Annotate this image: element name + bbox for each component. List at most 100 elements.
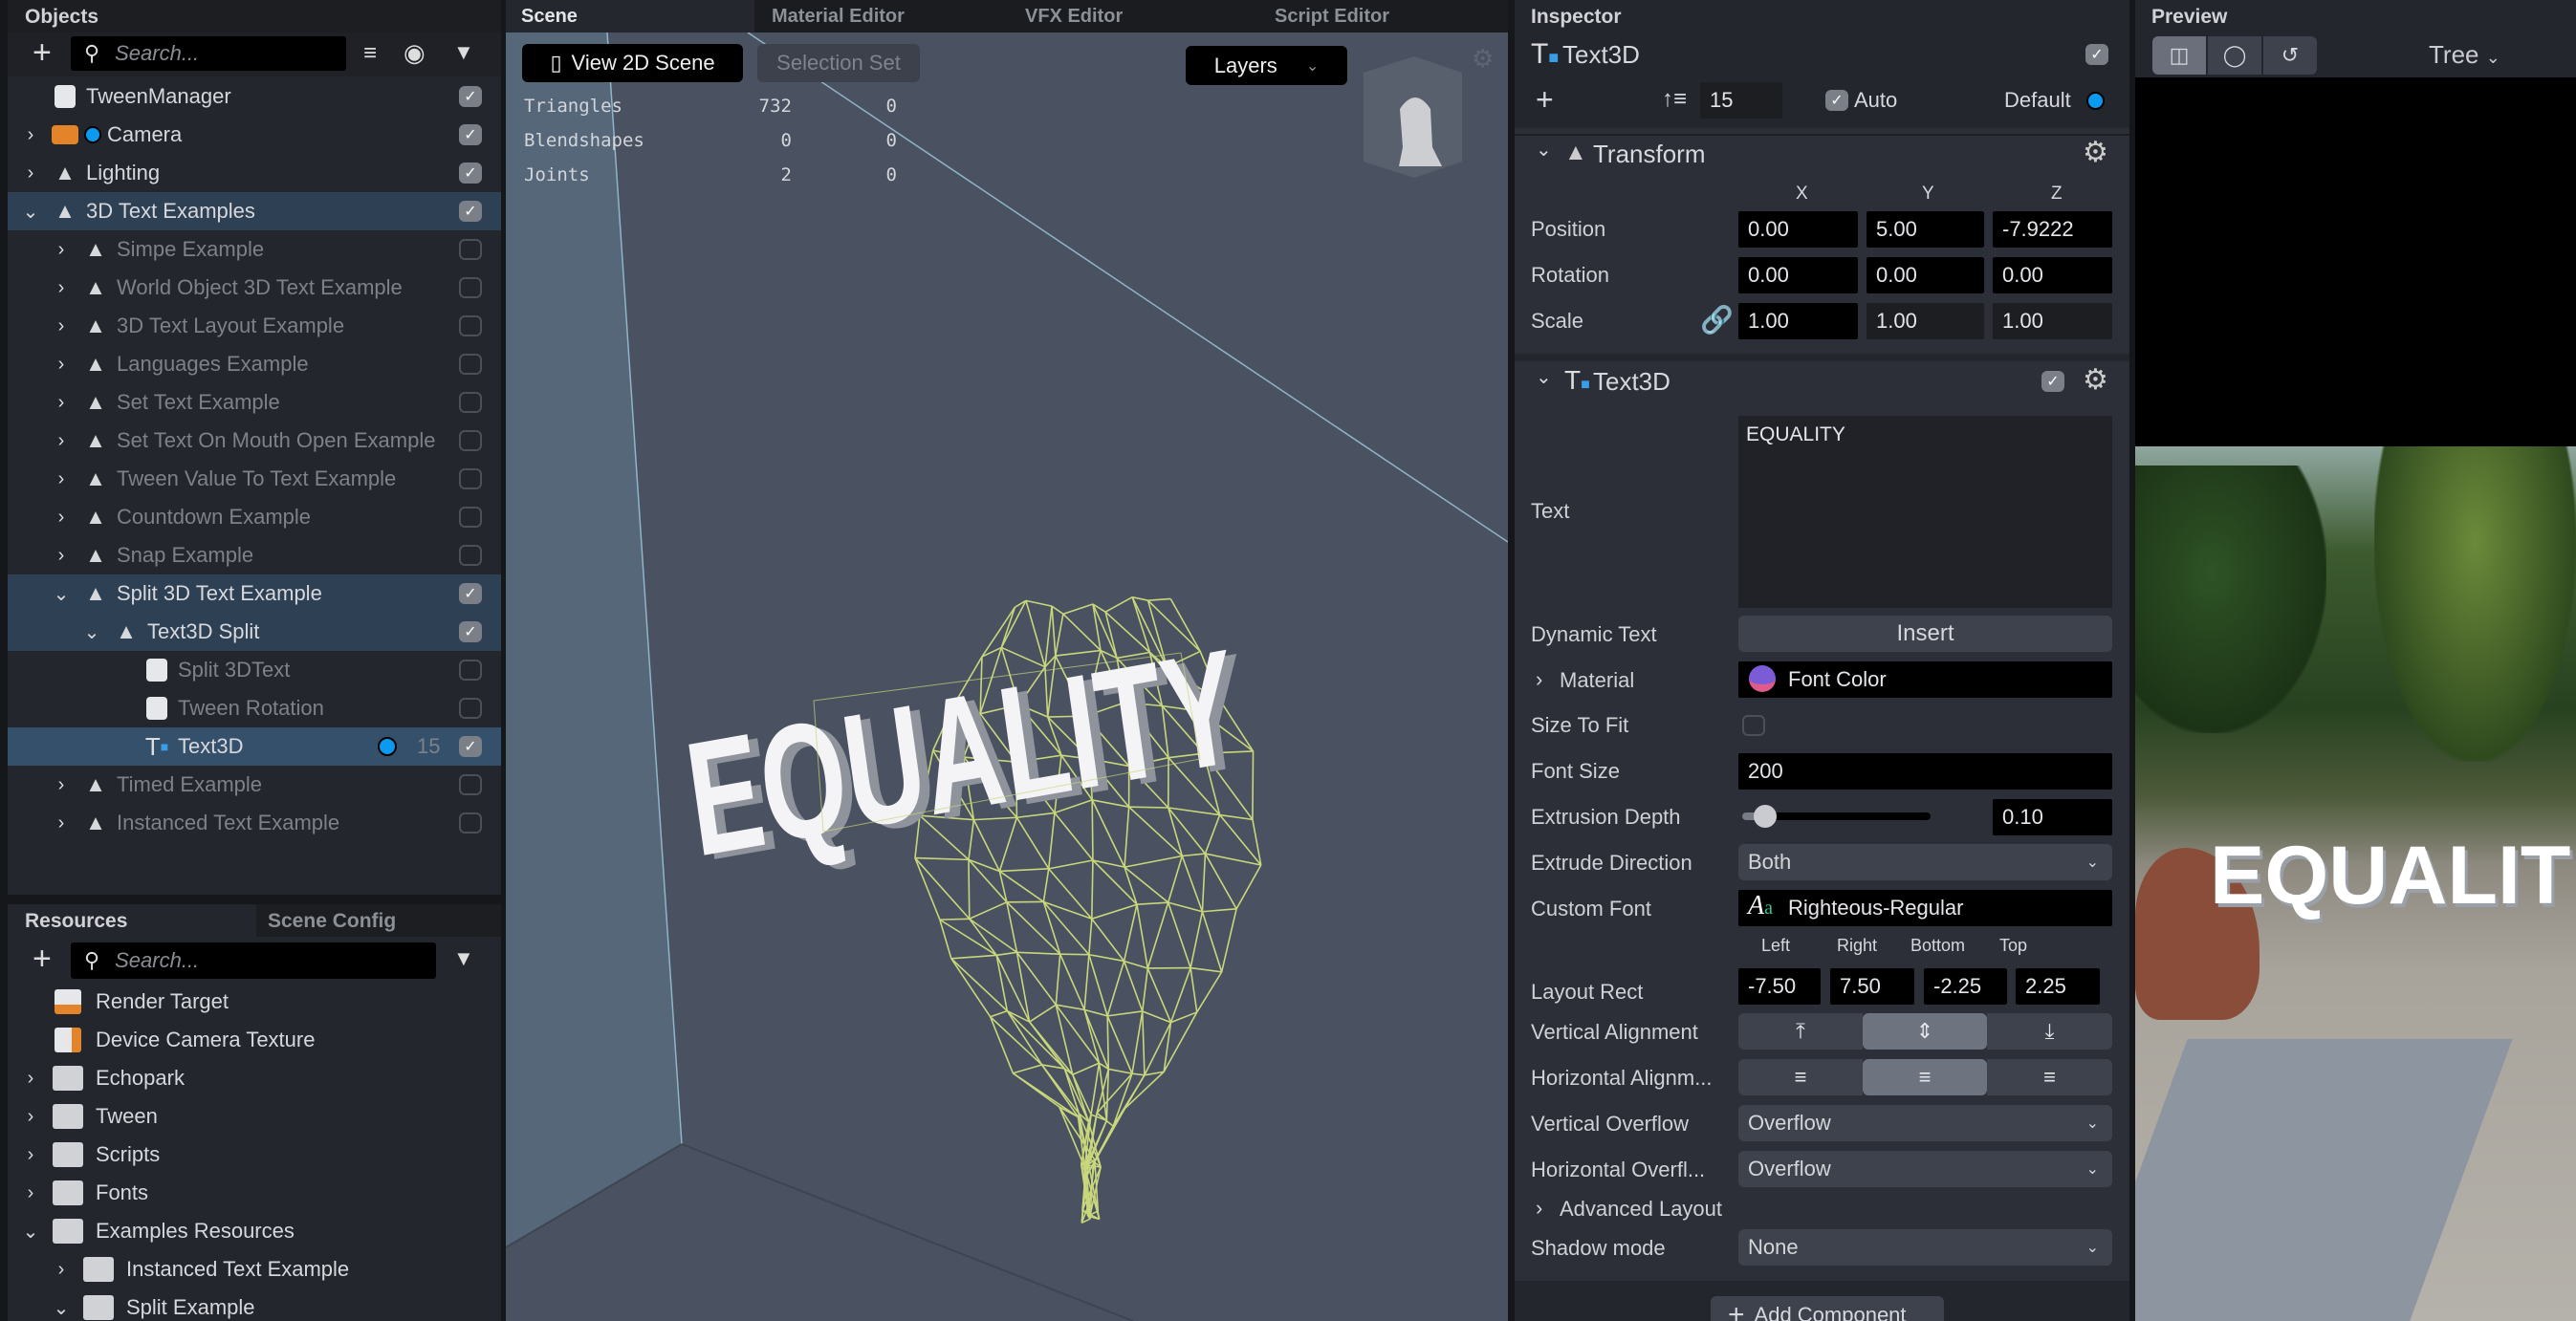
- tree-item[interactable]: T ■ Text3D 15 ✓: [8, 727, 501, 766]
- tree-item[interactable]: › Camera ✓: [8, 116, 501, 154]
- tree-item[interactable]: ⌄ ▲ Text3D Split ✓: [8, 613, 501, 651]
- tree-item[interactable]: › ▲ Timed Example: [8, 766, 501, 804]
- view-2d-scene-button[interactable]: ▯ View 2D Scene: [522, 44, 743, 82]
- chevron-right-icon[interactable]: ›: [27, 123, 34, 145]
- visibility-checkbox[interactable]: ✓: [459, 736, 482, 757]
- rect-right-input[interactable]: 7.50: [1830, 968, 1914, 1005]
- add-resource-button[interactable]: +: [33, 941, 52, 977]
- tab-scene-config[interactable]: Scene Config: [268, 910, 397, 932]
- slider-thumb[interactable]: [1753, 805, 1777, 828]
- rotation-z-input[interactable]: 0.00: [1993, 257, 2112, 293]
- auto-checkbox[interactable]: ✓: [1825, 90, 1848, 111]
- chevron-down-icon[interactable]: ⌄: [22, 1221, 39, 1243]
- chevron-right-icon[interactable]: ›: [57, 1258, 65, 1280]
- custom-font-field[interactable]: Righteous-Regular: [1738, 890, 2112, 926]
- visibility-eye-icon[interactable]: ◉: [404, 38, 426, 67]
- visibility-checkbox[interactable]: [459, 660, 482, 681]
- tree-item[interactable]: › ▲ World Object 3D Text Example: [8, 269, 501, 307]
- text-textarea[interactable]: EQUALITY: [1738, 416, 2112, 608]
- chevron-right-icon[interactable]: ›: [57, 773, 65, 795]
- resource-item[interactable]: › Fonts: [8, 1174, 501, 1212]
- transform-gear-icon[interactable]: ⚙: [2083, 137, 2108, 168]
- size-to-fit-checkbox[interactable]: [1742, 715, 1765, 736]
- position-x-input[interactable]: 0.00: [1738, 211, 1858, 248]
- shadow-mode-dropdown[interactable]: None ⌄: [1738, 1229, 2112, 1266]
- position-y-input[interactable]: 5.00: [1867, 211, 1984, 248]
- tree-item[interactable]: › ▲ Simpe Example: [8, 230, 501, 269]
- scale-z-input[interactable]: 1.00: [1993, 303, 2112, 339]
- align-left-button[interactable]: ≡: [1738, 1059, 1863, 1095]
- tree-item[interactable]: › ▲ Lighting ✓: [8, 154, 501, 192]
- chevron-down-icon[interactable]: ⌄: [83, 621, 100, 643]
- tree-item[interactable]: › ▲ Countdown Example: [8, 498, 501, 536]
- visibility-checkbox[interactable]: [459, 277, 482, 298]
- horizontal-overflow-dropdown[interactable]: Overflow ⌄: [1738, 1151, 2112, 1187]
- add-icon[interactable]: +: [1536, 82, 1554, 117]
- tree-item[interactable]: › ▲ Tween Value To Text Example: [8, 460, 501, 498]
- extrusion-depth-input[interactable]: 0.10: [1993, 799, 2112, 835]
- collapse-chevron-icon[interactable]: ⌄: [1536, 140, 1552, 161]
- resource-item[interactable]: ⌄ Examples Resources: [8, 1212, 501, 1250]
- align-top-button[interactable]: ⤒: [1738, 1013, 1863, 1050]
- font-size-input[interactable]: 200: [1738, 753, 2112, 790]
- resource-item[interactable]: Render Target: [8, 983, 501, 1021]
- rotation-x-input[interactable]: 0.00: [1738, 257, 1858, 293]
- chevron-right-icon[interactable]: ›: [27, 1067, 34, 1089]
- visibility-checkbox[interactable]: [459, 354, 482, 375]
- tree-item[interactable]: › ▲ Instanced Text Example: [8, 804, 501, 842]
- align-center-h-button[interactable]: ≡: [1863, 1059, 1987, 1095]
- visibility-checkbox[interactable]: [459, 774, 482, 795]
- resource-item[interactable]: › Echopark: [8, 1059, 501, 1097]
- chevron-down-icon[interactable]: ⌄: [53, 583, 70, 605]
- tree-item[interactable]: TweenManager ✓: [8, 77, 501, 116]
- vertical-overflow-dropdown[interactable]: Overflow ⌄: [1738, 1105, 2112, 1141]
- insert-button[interactable]: Insert: [1738, 616, 2112, 652]
- tab-script-editor[interactable]: Script Editor: [1275, 5, 1390, 27]
- object-enabled-checkbox[interactable]: ✓: [2085, 44, 2108, 65]
- render-order-input[interactable]: 15: [1700, 82, 1782, 119]
- text3d-enabled-checkbox[interactable]: ✓: [2041, 371, 2064, 392]
- align-bottom-button[interactable]: ⤓: [1987, 1013, 2112, 1050]
- layers-dropdown[interactable]: Layers ⌄: [1186, 46, 1347, 85]
- extrude-direction-dropdown[interactable]: Both ⌄: [1738, 844, 2112, 880]
- expand-chevron-icon[interactable]: ›: [1536, 667, 1543, 691]
- filter-icon[interactable]: ▼: [453, 946, 474, 970]
- tree-item[interactable]: Split 3DText: [8, 651, 501, 689]
- visibility-checkbox[interactable]: [459, 315, 482, 336]
- collapse-chevron-icon[interactable]: ⌄: [1536, 367, 1552, 388]
- visibility-checkbox[interactable]: [459, 812, 482, 834]
- tree-item[interactable]: › ▲ 3D Text Layout Example: [8, 307, 501, 345]
- chevron-right-icon[interactable]: ›: [27, 1143, 34, 1165]
- advanced-layout-toggle[interactable]: Advanced Layout: [1560, 1197, 1723, 1221]
- visibility-checkbox[interactable]: ✓: [459, 162, 482, 184]
- chevron-right-icon[interactable]: ›: [57, 467, 65, 489]
- visibility-checkbox[interactable]: [459, 698, 482, 719]
- chevron-right-icon[interactable]: ›: [57, 353, 65, 375]
- scale-y-input[interactable]: 1.00: [1867, 303, 1984, 339]
- tree-item[interactable]: › ▲ Set Text On Mouth Open Example: [8, 422, 501, 460]
- chevron-right-icon[interactable]: ›: [57, 544, 65, 566]
- position-z-input[interactable]: -7.9222: [1993, 211, 2112, 248]
- rect-top-input[interactable]: 2.25: [2016, 968, 2100, 1005]
- visibility-checkbox[interactable]: ✓: [459, 621, 482, 642]
- camera-mode-button[interactable]: ◯: [2208, 36, 2261, 75]
- resource-item[interactable]: › Instanced Text Example: [8, 1250, 501, 1289]
- swap-camera-button[interactable]: ↺: [2263, 36, 2317, 75]
- scene-viewport[interactable]: EQUALITY EQUALITY ⚙: [506, 32, 1508, 1321]
- chevron-right-icon[interactable]: ›: [27, 162, 34, 184]
- resource-item[interactable]: Device Camera Texture: [8, 1021, 501, 1059]
- extrusion-depth-slider[interactable]: [1742, 805, 1931, 828]
- tree-item[interactable]: › ▲ Languages Example: [8, 345, 501, 383]
- chevron-right-icon[interactable]: ›: [57, 391, 65, 413]
- preview-mode-button[interactable]: ◫: [2152, 36, 2206, 75]
- resource-item[interactable]: ⌄ Split Example: [8, 1289, 501, 1321]
- tab-material-editor[interactable]: Material Editor: [772, 5, 905, 27]
- add-component-button[interactable]: + Add Component: [1711, 1296, 1944, 1321]
- chevron-right-icon[interactable]: ›: [57, 314, 65, 336]
- rect-bottom-input[interactable]: -2.25: [1924, 968, 2007, 1005]
- visibility-checkbox[interactable]: [459, 545, 482, 566]
- visibility-checkbox[interactable]: [459, 468, 482, 489]
- selection-set-button[interactable]: Selection Set: [757, 44, 920, 82]
- chevron-right-icon[interactable]: ›: [57, 812, 65, 834]
- tree-item[interactable]: ⌄ ▲ 3D Text Examples ✓: [8, 192, 501, 230]
